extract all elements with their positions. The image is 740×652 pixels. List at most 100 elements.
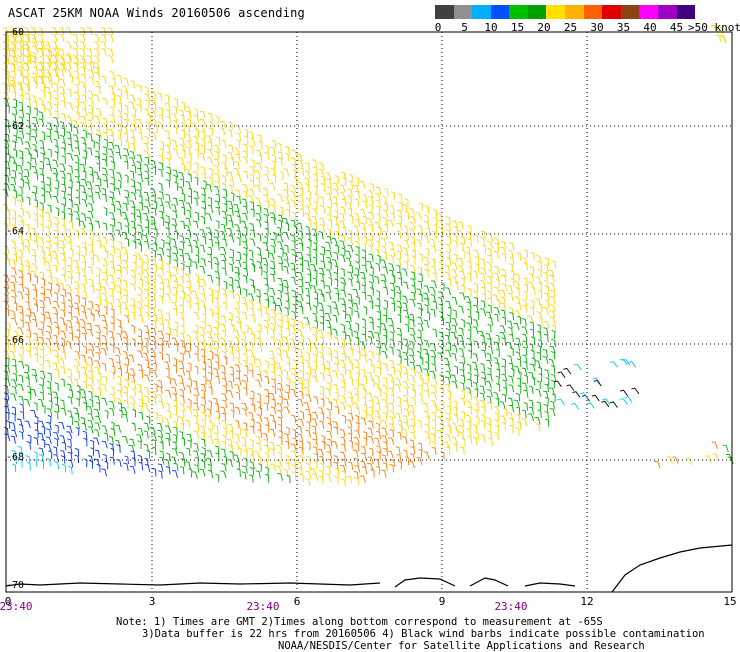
wind-barb bbox=[265, 298, 270, 308]
wind-barb bbox=[199, 244, 205, 253]
wind-barb bbox=[187, 362, 192, 372]
wind-barb bbox=[440, 400, 445, 410]
wind-barb bbox=[369, 266, 374, 276]
wind-barb bbox=[298, 201, 304, 210]
wind-barb bbox=[403, 225, 408, 234]
wind-barb bbox=[158, 168, 163, 178]
wind-barb bbox=[164, 201, 171, 209]
wind-barb bbox=[18, 194, 24, 203]
wind-barb bbox=[159, 267, 165, 276]
wind-barb bbox=[143, 150, 150, 159]
wind-barb bbox=[207, 246, 213, 256]
wind-barb bbox=[419, 377, 424, 387]
wind-barb bbox=[250, 390, 255, 400]
wind-barb bbox=[180, 220, 185, 229]
wind-barb bbox=[354, 198, 360, 207]
wind-barb bbox=[390, 212, 395, 222]
wind-barb bbox=[137, 342, 143, 351]
wind-barb bbox=[269, 428, 276, 437]
wind-barb bbox=[306, 302, 312, 311]
wind-barb bbox=[367, 372, 373, 380]
wind-barb bbox=[213, 236, 220, 245]
wind-barb bbox=[471, 361, 478, 370]
wind-barb bbox=[299, 208, 304, 217]
wind-barb bbox=[333, 426, 339, 435]
wind-barb bbox=[438, 261, 444, 270]
wind-barb bbox=[187, 398, 192, 408]
wind-barb bbox=[292, 211, 297, 221]
wind-barb bbox=[101, 383, 107, 392]
wind-barb bbox=[382, 384, 388, 393]
wind-barb bbox=[60, 378, 65, 387]
wind-barb bbox=[208, 386, 213, 396]
wind-barb bbox=[355, 421, 360, 431]
wind-barb bbox=[152, 446, 157, 456]
wind-barb bbox=[89, 173, 94, 183]
wind-barb bbox=[341, 458, 347, 467]
wind-barb bbox=[360, 460, 367, 469]
wind-barb bbox=[194, 274, 200, 283]
wind-barb bbox=[17, 236, 24, 244]
wind-barb bbox=[229, 290, 235, 300]
wind-barb bbox=[312, 256, 318, 266]
wind-barb bbox=[66, 102, 74, 110]
wind-barb bbox=[88, 243, 94, 253]
wind-barb bbox=[397, 405, 402, 414]
wind-barb bbox=[103, 131, 109, 140]
wind-barb bbox=[215, 305, 220, 315]
wind-barb bbox=[325, 192, 332, 201]
wind-barb bbox=[26, 461, 31, 471]
wind-barb bbox=[264, 466, 269, 476]
wind-barb bbox=[30, 27, 37, 36]
wind-barb bbox=[242, 360, 249, 368]
wind-barb bbox=[116, 208, 122, 217]
wind-barb bbox=[26, 105, 31, 115]
wind-barb bbox=[397, 277, 403, 287]
wind-barb bbox=[158, 114, 165, 123]
wind-barb bbox=[24, 211, 31, 219]
wind-barb bbox=[451, 296, 458, 305]
wind-barb bbox=[419, 202, 423, 212]
wind-barb bbox=[531, 376, 536, 386]
wind-barb bbox=[9, 156, 16, 165]
wind-barb bbox=[67, 172, 72, 182]
wind-barb bbox=[297, 238, 304, 246]
wind-barb bbox=[95, 303, 101, 313]
wind-barb bbox=[263, 213, 269, 223]
wind-barb bbox=[416, 371, 423, 380]
wind-barb bbox=[67, 153, 74, 161]
wind-barb bbox=[666, 456, 673, 464]
wind-barb bbox=[24, 364, 30, 373]
wind-barb bbox=[247, 293, 255, 302]
wind-barb bbox=[159, 191, 164, 200]
wind-barb bbox=[144, 457, 149, 467]
wind-barb bbox=[334, 244, 339, 254]
wind-barb bbox=[276, 367, 283, 376]
wind-barb bbox=[249, 223, 255, 232]
wind-barb bbox=[157, 429, 164, 438]
wind-barb bbox=[396, 300, 403, 309]
wind-barb bbox=[72, 48, 79, 57]
wind-barb bbox=[165, 353, 170, 363]
wind-barb bbox=[486, 423, 492, 432]
wind-barb bbox=[445, 433, 451, 442]
wind-barb bbox=[51, 69, 58, 78]
wind-barb bbox=[242, 234, 248, 243]
wind-barb bbox=[544, 396, 549, 406]
wind-barb bbox=[3, 253, 9, 261]
wind-barb bbox=[271, 154, 277, 164]
wind-barb bbox=[388, 437, 395, 445]
wind-barb bbox=[152, 313, 157, 323]
wind-barb bbox=[24, 148, 31, 156]
wind-barb bbox=[144, 241, 150, 249]
wind-barb bbox=[179, 178, 185, 188]
wind-barb bbox=[95, 415, 102, 424]
wind-barb bbox=[132, 240, 137, 249]
wind-barb bbox=[101, 188, 107, 197]
wind-barb bbox=[124, 189, 130, 199]
wind-barb bbox=[321, 363, 325, 373]
wind-barb bbox=[431, 427, 436, 436]
wind-barb bbox=[487, 323, 492, 333]
wind-barb bbox=[242, 150, 249, 159]
wind-barb bbox=[174, 413, 179, 423]
